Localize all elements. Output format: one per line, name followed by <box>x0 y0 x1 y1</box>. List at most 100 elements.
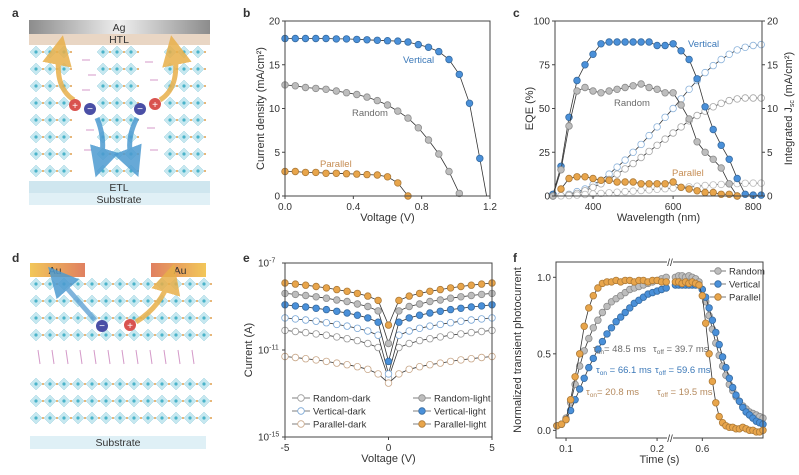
y-tick-label: 75 <box>539 60 551 71</box>
lattice-atom <box>123 102 125 104</box>
series-parallel-jsc-point <box>621 187 629 196</box>
tau-subscript: on <box>600 370 608 377</box>
lattice-atom <box>62 152 66 156</box>
svg-text:−: − <box>87 104 93 115</box>
lattice-atom <box>160 399 164 403</box>
lattice-atom <box>112 300 114 302</box>
tau-subscript: off <box>659 370 666 377</box>
series-random-jsc-point <box>613 170 621 178</box>
lattice-atom <box>84 417 86 419</box>
series-random-eqe-point <box>581 83 589 92</box>
y2-label-sub: sc <box>789 100 796 108</box>
x-tick-label: 0.0 <box>278 202 292 213</box>
lattice-atom <box>190 68 192 70</box>
lattice-atom <box>154 417 156 419</box>
series-vertical-dark-point <box>477 315 486 323</box>
series-vertical-point <box>607 324 616 332</box>
svg-text:+: + <box>127 321 133 332</box>
series-random-light-point <box>426 297 434 306</box>
lattice-atom <box>98 317 100 319</box>
lattice-atom <box>129 169 133 173</box>
lattice-atom <box>168 417 170 419</box>
lattice-atom <box>48 118 52 122</box>
series-vertical-point <box>712 328 720 337</box>
y-tick-label: 0 <box>274 192 280 203</box>
lattice-atom <box>48 333 52 337</box>
lattice-atom <box>112 417 114 419</box>
series-parallel-eqe-point <box>653 180 661 188</box>
x-axis-label: Voltage (V) <box>360 212 414 224</box>
series-parallel-jsc-point <box>701 181 709 190</box>
series-random-eqe-point <box>709 155 717 163</box>
series-parallel-point <box>332 169 340 177</box>
lattice-atom <box>104 416 108 420</box>
lattice-atom <box>90 299 94 303</box>
lattice-atom <box>62 399 66 403</box>
lattice-atom <box>210 383 212 385</box>
tau-on-label-vertical: τon = 66.1 ms <box>596 365 652 377</box>
series-random-jsc-point <box>637 153 645 162</box>
series-parallel-dark-point <box>415 363 424 371</box>
lattice-atom <box>129 101 133 105</box>
series-label-parallel: Parallel <box>320 159 352 170</box>
series-random-dark-point <box>457 330 465 338</box>
series-vertical-jsc-point <box>645 131 653 140</box>
series-random-light-point <box>333 296 341 304</box>
y2-label-unit: (mA/cm²) <box>783 52 795 100</box>
series-random-eqe-point <box>693 138 701 146</box>
series-vertical-point <box>662 284 670 292</box>
lattice-atom <box>204 51 206 53</box>
series-vertical-point <box>445 55 453 64</box>
lattice-atom <box>118 299 122 303</box>
series-random-point <box>383 101 392 109</box>
spacer-cation <box>177 349 181 365</box>
series-vertical-eqe-point <box>653 41 661 50</box>
series-random-light-point <box>384 339 393 348</box>
charts: b 0.0 0.4 0.8 1.2 0 5 10 15 20 Voltage (V) Current … <box>243 6 796 466</box>
lattice-atom <box>42 170 44 172</box>
series-vertical-point <box>383 37 392 45</box>
series-random-eqe-point <box>557 166 565 174</box>
x-axis-label: Voltage (V) <box>361 453 415 465</box>
hole-icon: + <box>69 99 81 112</box>
panel-label-d: d <box>12 251 19 265</box>
lattice-atom <box>204 136 206 138</box>
lattice-atom <box>188 299 192 303</box>
lattice-atom <box>62 382 66 386</box>
series-label-vertical: Vertical <box>688 39 719 50</box>
lattice-atom <box>182 118 186 122</box>
legend-label: Parallel-light <box>434 419 487 430</box>
lattice-atom <box>137 136 139 138</box>
x-tick-label: 0.6 <box>695 444 709 455</box>
series-random-point <box>373 96 381 105</box>
panel-label-a: a <box>12 6 19 20</box>
series-vertical-point <box>732 391 740 399</box>
lattice-atom <box>56 170 58 172</box>
series-vertical-dark-point <box>395 331 403 339</box>
lattice-atom <box>182 417 184 419</box>
lattice-atom <box>210 334 212 336</box>
series-vertical-point <box>404 38 412 46</box>
series-parallel-eqe-point <box>565 174 573 183</box>
series-random-light-point <box>395 307 403 315</box>
lattice-atom <box>84 300 86 302</box>
tau-value: = 59.6 ms <box>666 365 711 376</box>
y-tick-label: 10-11 <box>258 345 279 357</box>
lattice-atom <box>182 67 186 71</box>
lattice-atom <box>42 417 44 419</box>
lattice-atom <box>168 400 170 402</box>
series-vertical-eqe-point <box>581 61 589 69</box>
series-vertical-eqe-point <box>613 38 621 46</box>
lattice-atom <box>104 399 108 403</box>
tau-subscript: off <box>661 392 668 399</box>
lattice-atom <box>42 317 44 319</box>
lattice-atom <box>129 67 133 71</box>
series-vertical-dark-point <box>374 331 382 339</box>
series-parallel-light-point <box>343 287 351 295</box>
series-parallel-jsc-point <box>573 191 581 199</box>
series-parallel-eqe-point <box>557 185 565 193</box>
lattice-atom <box>42 153 44 155</box>
spacer-cation <box>79 349 83 365</box>
series-vertical-eqe-point <box>573 76 581 85</box>
series-parallel-point <box>383 173 392 181</box>
